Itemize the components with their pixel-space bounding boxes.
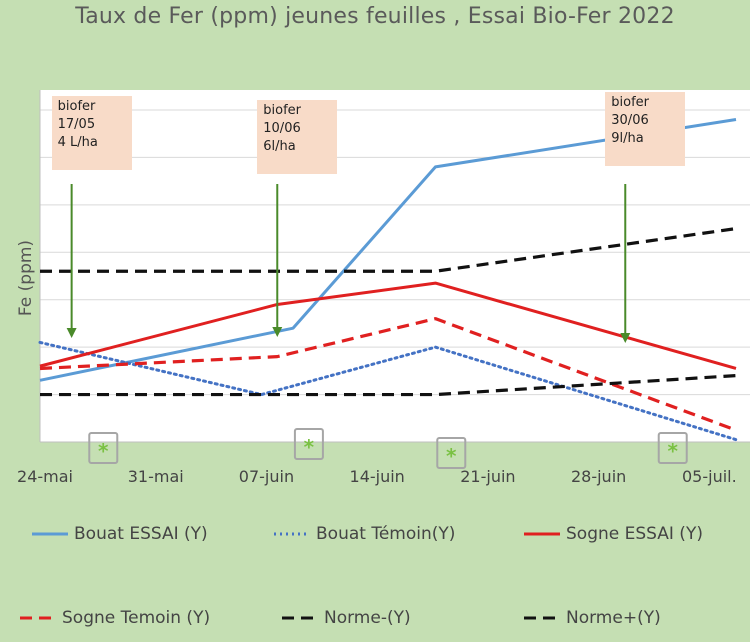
x-tick-label: 24-mai <box>17 467 73 486</box>
annotation-box: biofer 10/06 6l/ha <box>257 100 338 174</box>
marker-asterisk: * <box>98 439 109 463</box>
legend-item: Norme+(Y) <box>522 608 661 628</box>
x-tick-label: 31-mai <box>128 467 184 486</box>
legend-swatch <box>524 532 560 536</box>
annotation-line: 6l/ha <box>263 139 296 154</box>
annotation-line: 17/05 <box>57 117 96 132</box>
legend-label: Norme-(Y) <box>324 608 411 628</box>
series-line-0 <box>39 118 737 382</box>
annotation-line: 4 L/ha <box>57 135 98 150</box>
legend-swatch <box>524 616 560 620</box>
annotation-line: 30/06 <box>611 113 649 128</box>
legend-label: Bouat Témoin(Y) <box>316 524 456 544</box>
series-line-5 <box>40 226 737 273</box>
x-tick-label: 07-juin <box>239 467 294 486</box>
annotation-box: biofer 30/06 9l/ha <box>605 92 686 166</box>
annotation-line: biofer <box>57 99 96 114</box>
marker-asterisk: * <box>667 439 678 463</box>
marker-box <box>88 432 119 464</box>
x-tick-label: 28-juin <box>571 467 626 486</box>
marker-box <box>657 432 688 464</box>
x-tick-label: 05-juil. <box>682 467 737 486</box>
annotation-arrowhead <box>272 327 283 337</box>
x-tick-label: 14-juin <box>350 467 405 486</box>
marker-asterisk: * <box>304 435 315 459</box>
annotation-arrowhead <box>66 328 77 338</box>
annotation-line: biofer <box>263 103 302 118</box>
series-line-3 <box>39 317 737 432</box>
legend-swatch <box>32 532 68 536</box>
chart-title: Taux de Fer (ppm) jeunes feuilles , Essa… <box>75 4 675 29</box>
legend-item: Sogne Temoin (Y) <box>18 608 210 628</box>
marker-box <box>436 437 467 469</box>
x-tick-label: 21-juin <box>460 467 515 486</box>
legend-label: Sogne ESSAI (Y) <box>566 524 703 544</box>
legend-swatch <box>282 616 318 620</box>
legend-label: Bouat ESSAI (Y) <box>74 524 208 544</box>
series-line-4 <box>40 374 737 397</box>
legend-item: Norme-(Y) <box>280 608 411 628</box>
legend-item: Bouat Témoin(Y) <box>272 524 455 544</box>
series-line-2 <box>39 281 737 370</box>
legend-item: Sogne ESSAI (Y) <box>522 524 703 544</box>
annotation-arrowhead <box>620 333 631 343</box>
annotation-line: 10/06 <box>263 121 301 136</box>
annotation-box: biofer 17/05 4 L/ha <box>51 96 132 170</box>
legend-swatch <box>20 616 56 620</box>
annotation-line: biofer <box>611 95 650 110</box>
marker-asterisk: * <box>446 444 457 468</box>
marker-box <box>293 428 324 460</box>
annotation-line: 9l/ha <box>611 131 644 146</box>
legend-label: Norme+(Y) <box>566 608 661 628</box>
legend-item: Bouat ESSAI (Y) <box>30 524 208 544</box>
legend-label: Sogne Temoin (Y) <box>62 608 211 628</box>
series-line-1 <box>38 340 738 442</box>
legend-swatch <box>274 532 310 536</box>
y-axis-label: Fe (ppm) <box>16 240 36 316</box>
